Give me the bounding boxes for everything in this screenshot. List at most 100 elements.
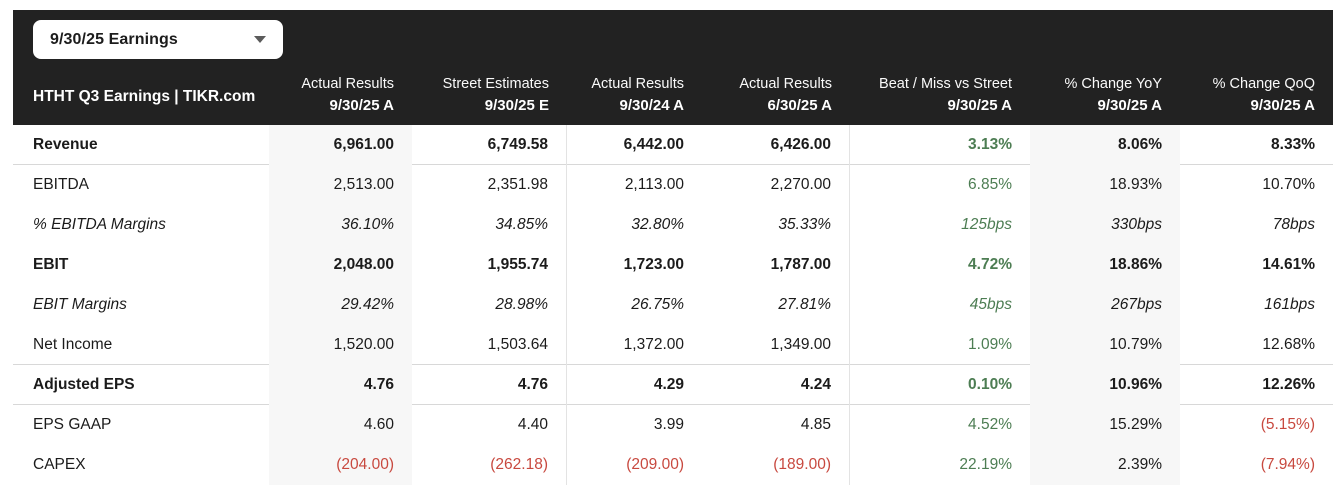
table-row-ebit: EBIT 2,048.00 1,955.74 1,723.00 1,787.00… — [13, 245, 1333, 285]
earnings-period-dropdown[interactable]: 9/30/25 Earnings — [33, 20, 283, 59]
table-cell: (262.18) — [412, 445, 567, 485]
table-cell-beat-miss: 0.10% — [968, 376, 1012, 393]
column-header-period: 9/30/25 A — [947, 97, 1013, 114]
column-header-type: % Change YoY — [1064, 75, 1162, 92]
table-cell: 10.70% — [1262, 176, 1315, 193]
table-row-capex: CAPEX (204.00) (262.18) (209.00) (189.00… — [13, 445, 1333, 485]
table-cell: 161bps — [1264, 296, 1315, 313]
table-cell: 6,749.58 — [412, 125, 567, 165]
table-cell: 2,270.00 — [702, 165, 850, 205]
table-cell-beat-miss: 125bps — [961, 216, 1012, 233]
table-cell: 4.60 — [269, 405, 412, 445]
row-label: CAPEX — [33, 456, 86, 473]
table-cell: 27.81% — [702, 285, 850, 325]
table-body: Revenue 6,961.00 6,749.58 6,442.00 6,426… — [13, 125, 1333, 485]
table-cell: 8.33% — [1271, 136, 1315, 153]
table-cell: 12.68% — [1262, 336, 1315, 353]
table-row-ebit-margins: EBIT Margins 29.42% 28.98% 26.75% 27.81%… — [13, 285, 1333, 325]
table-cell-beat-miss: 1.09% — [968, 336, 1012, 353]
table-cell: 3.99 — [653, 416, 684, 433]
column-header-type: Actual Results — [591, 75, 684, 92]
row-label: Adjusted EPS — [33, 376, 135, 393]
table-cell: 4.85 — [702, 405, 850, 445]
table-cell: 28.98% — [412, 285, 567, 325]
table-row-eps-gaap: EPS GAAP 4.60 4.40 3.99 4.85 4.52% 15.29… — [13, 405, 1333, 445]
table-row-ebitda-margins: % EBITDA Margins 36.10% 34.85% 32.80% 35… — [13, 205, 1333, 245]
table-cell: 18.86% — [1030, 245, 1180, 285]
chevron-down-icon — [254, 36, 266, 43]
row-label: Net Income — [33, 336, 113, 353]
table-cell: 34.85% — [412, 205, 567, 245]
table-cell: 1,349.00 — [702, 325, 850, 365]
table-cell: 35.33% — [702, 205, 850, 245]
table-cell: 18.93% — [1030, 165, 1180, 205]
table-cell: 4.24 — [702, 365, 850, 405]
row-label: EPS GAAP — [33, 416, 112, 433]
table-cell: 12.26% — [1262, 376, 1315, 393]
table-cell: (7.94%) — [1260, 456, 1315, 473]
table-title-cell: HTHT Q3 Earnings | TIKR.com — [13, 74, 269, 125]
row-label: EBIT Margins — [33, 296, 127, 313]
column-header-period: 9/30/25 A — [329, 97, 395, 114]
table-cell-beat-miss: 22.19% — [959, 456, 1012, 473]
table-cell: 10.79% — [1030, 325, 1180, 365]
column-header-period: 9/30/24 A — [619, 97, 685, 114]
column-header-actual-6-30-25: Actual Results 6/30/25 A — [702, 74, 850, 125]
table-cell: 1,520.00 — [269, 325, 412, 365]
table-cell: (204.00) — [269, 445, 412, 485]
column-header-row: HTHT Q3 Earnings | TIKR.com Actual Resul… — [13, 74, 1333, 125]
row-label: Revenue — [33, 136, 98, 153]
table-cell: 1,503.64 — [412, 325, 567, 365]
table-cell: (5.15%) — [1260, 416, 1315, 433]
table-cell: 2,513.00 — [269, 165, 412, 205]
row-label: EBITDA — [33, 176, 89, 193]
column-header-type: % Change QoQ — [1212, 75, 1315, 92]
table-row-net-income: Net Income 1,520.00 1,503.64 1,372.00 1,… — [13, 325, 1333, 365]
table-row-revenue: Revenue 6,961.00 6,749.58 6,442.00 6,426… — [13, 125, 1333, 165]
table-row-adjusted-eps: Adjusted EPS 4.76 4.76 4.29 4.24 0.10% 1… — [13, 365, 1333, 405]
column-header-period: 9/30/25 E — [484, 97, 549, 114]
column-header-type: Actual Results — [301, 75, 394, 92]
table-cell: 2,113.00 — [624, 176, 684, 193]
table-cell: 4.40 — [412, 405, 567, 445]
table-cell: (209.00) — [626, 456, 684, 473]
table-cell: 2,048.00 — [269, 245, 412, 285]
table-cell: 4.29 — [653, 376, 684, 393]
row-label: EBIT — [33, 256, 69, 273]
table-cell: 32.80% — [631, 216, 684, 233]
table-cell: 8.06% — [1030, 125, 1180, 165]
table-row-ebitda: EBITDA 2,513.00 2,351.98 2,113.00 2,270.… — [13, 165, 1333, 205]
table-cell: 29.42% — [269, 285, 412, 325]
table-cell: 1,955.74 — [412, 245, 567, 285]
table-cell-beat-miss: 3.13% — [968, 136, 1012, 153]
earnings-period-dropdown-value: 9/30/25 Earnings — [50, 30, 178, 48]
table-cell: 330bps — [1030, 205, 1180, 245]
column-header-period: 9/30/25 A — [1097, 97, 1163, 114]
table-cell: 2.39% — [1030, 445, 1180, 485]
table-cell: 78bps — [1272, 216, 1315, 233]
table-cell: 6,426.00 — [702, 125, 850, 165]
row-label: % EBITDA Margins — [33, 216, 166, 233]
table-cell: 4.76 — [269, 365, 412, 405]
table-cell-beat-miss: 45bps — [969, 296, 1012, 313]
table-cell: 26.75% — [631, 296, 684, 313]
table-cell: (189.00) — [702, 445, 850, 485]
table-cell-beat-miss: 4.52% — [968, 416, 1012, 433]
table-cell: 36.10% — [269, 205, 412, 245]
table-header-panel: 9/30/25 Earnings HTHT Q3 Earnings | TIKR… — [13, 10, 1333, 125]
table-cell: 6,961.00 — [269, 125, 412, 165]
table-cell: 10.96% — [1030, 365, 1180, 405]
column-header-actual-9-30-24: Actual Results 9/30/24 A — [567, 74, 702, 125]
page-title: HTHT Q3 Earnings | TIKR.com — [33, 88, 256, 105]
column-header-change-yoy: % Change YoY 9/30/25 A — [1030, 74, 1180, 125]
table-cell: 15.29% — [1030, 405, 1180, 445]
table-cell-beat-miss: 4.72% — [968, 256, 1012, 273]
column-header-beat-miss: Beat / Miss vs Street 9/30/25 A — [850, 74, 1030, 125]
table-cell: 6,442.00 — [623, 136, 684, 153]
table-cell-beat-miss: 6.85% — [968, 176, 1012, 193]
table-cell: 1,372.00 — [623, 336, 684, 353]
column-header-type: Street Estimates — [442, 75, 549, 92]
column-header-change-qoq: % Change QoQ 9/30/25 A — [1180, 74, 1333, 125]
table-cell: 2,351.98 — [412, 165, 567, 205]
